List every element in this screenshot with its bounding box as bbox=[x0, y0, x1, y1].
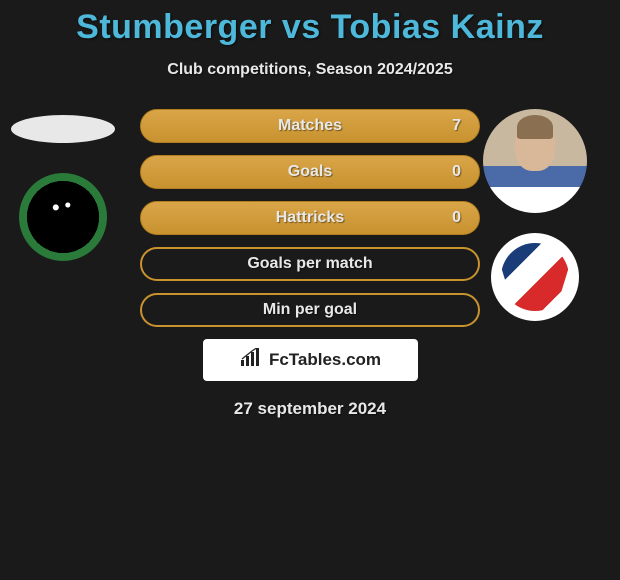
stat-value-right: 0 bbox=[452, 163, 461, 181]
club-logo-left bbox=[19, 173, 107, 261]
player-avatar-right bbox=[483, 109, 587, 213]
stat-label: Matches bbox=[141, 117, 479, 135]
comparison-content: Matches 7 Goals 0 Hattricks 0 Goals per … bbox=[0, 109, 620, 419]
stat-bar-min-per-goal: Min per goal bbox=[140, 293, 480, 327]
stat-label: Hattricks bbox=[141, 209, 479, 227]
stat-bar-goals-per-match: Goals per match bbox=[140, 247, 480, 281]
player-avatar-left bbox=[11, 115, 115, 143]
watermark-text: FcTables.com bbox=[269, 350, 381, 370]
left-player-column bbox=[8, 109, 118, 261]
stat-value-right: 0 bbox=[452, 209, 461, 227]
stat-bar-matches: Matches 7 bbox=[140, 109, 480, 143]
page-title: Stumberger vs Tobias Kainz bbox=[0, 0, 620, 47]
stat-label: Min per goal bbox=[142, 301, 478, 319]
stat-bar-goals: Goals 0 bbox=[140, 155, 480, 189]
stat-bar-hattricks: Hattricks 0 bbox=[140, 201, 480, 235]
page-subtitle: Club competitions, Season 2024/2025 bbox=[0, 61, 620, 79]
right-player-column bbox=[480, 109, 590, 321]
club-logo-right bbox=[491, 233, 579, 321]
bar-chart-icon bbox=[239, 348, 263, 373]
watermark-badge: FcTables.com bbox=[203, 339, 418, 381]
stat-value-right: 7 bbox=[452, 117, 461, 135]
stats-bars: Matches 7 Goals 0 Hattricks 0 Goals per … bbox=[140, 109, 480, 327]
stat-label: Goals per match bbox=[142, 255, 478, 273]
footer-date: 27 september 2024 bbox=[0, 399, 620, 419]
stat-label: Goals bbox=[141, 163, 479, 181]
